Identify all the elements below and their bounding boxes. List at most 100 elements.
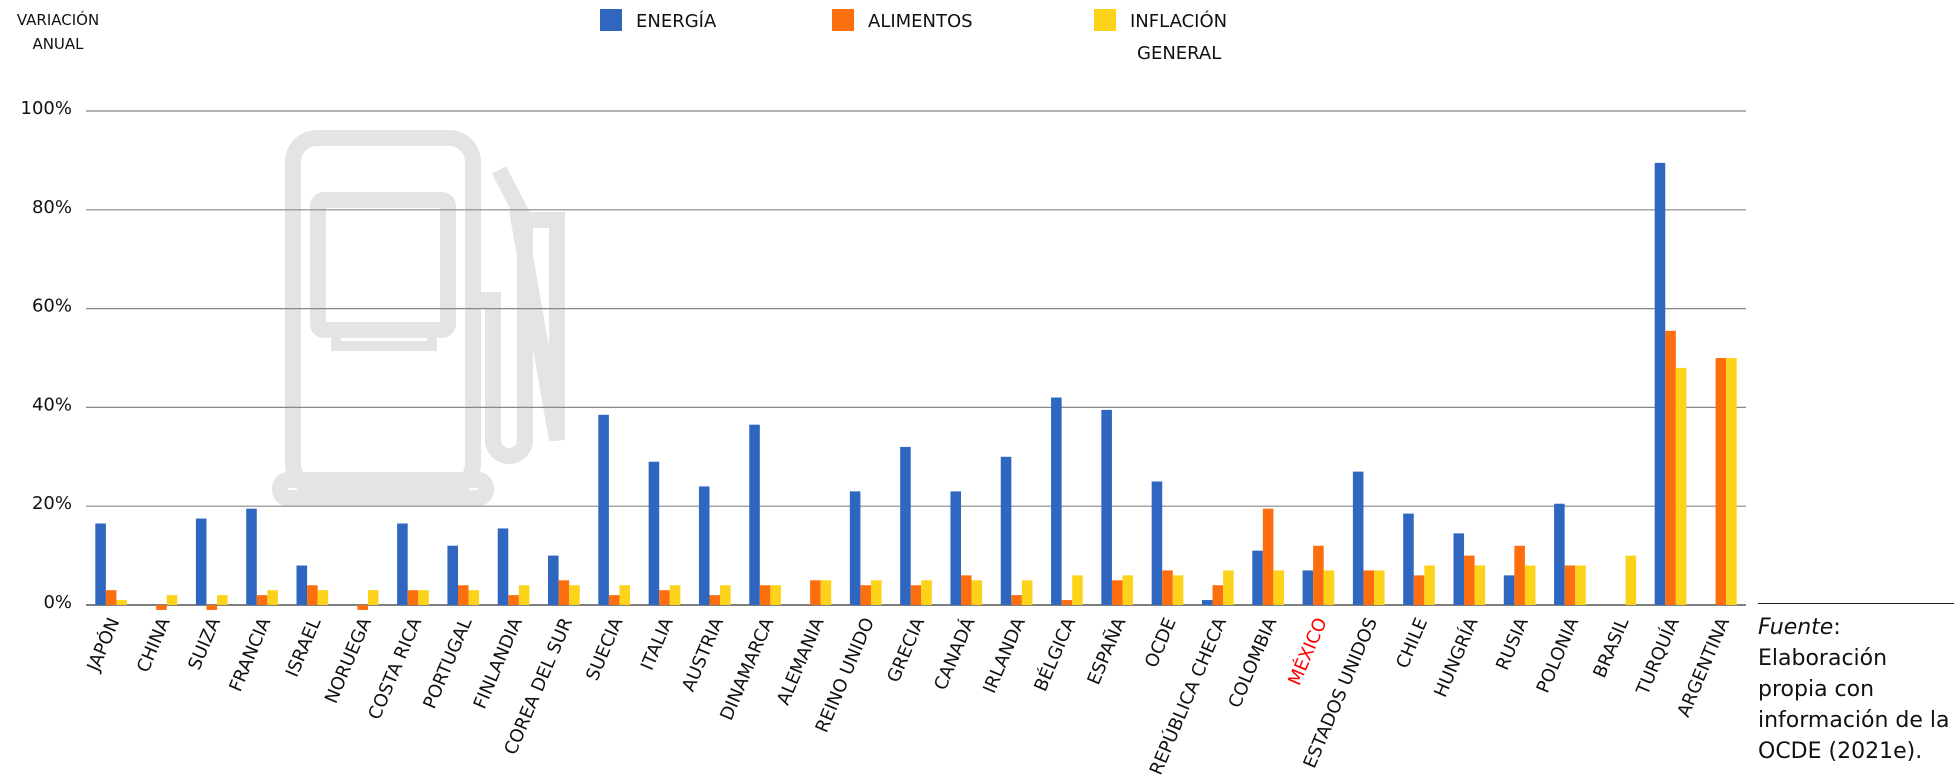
bar bbox=[971, 580, 983, 605]
bar bbox=[648, 461, 660, 605]
bar bbox=[317, 590, 329, 605]
bar bbox=[759, 585, 771, 605]
bar bbox=[548, 555, 559, 605]
bar bbox=[810, 580, 821, 605]
x-tick-label: RUSIA bbox=[1492, 614, 1533, 673]
bar bbox=[1201, 600, 1213, 605]
bar bbox=[407, 590, 419, 605]
bar bbox=[1212, 585, 1224, 605]
bar bbox=[1474, 565, 1486, 605]
bar bbox=[195, 518, 207, 605]
bar bbox=[1514, 545, 1525, 605]
bar bbox=[1403, 513, 1414, 605]
bar bbox=[749, 424, 760, 605]
y-tick-label: 20% bbox=[32, 493, 72, 514]
bar bbox=[156, 605, 167, 610]
bar bbox=[1665, 330, 1676, 605]
y-tick-label: 0% bbox=[43, 592, 72, 613]
bar bbox=[900, 446, 911, 605]
bar bbox=[961, 575, 972, 605]
bar bbox=[1413, 575, 1425, 605]
bar bbox=[870, 580, 882, 605]
bar bbox=[206, 605, 218, 610]
source-note: Fuente: Elaboración propia con informaci… bbox=[1758, 603, 1954, 767]
x-tick-label: ALEMANIA bbox=[773, 614, 829, 708]
legend-swatch bbox=[1094, 9, 1116, 31]
x-tick-label: BÉLGICA bbox=[1029, 614, 1080, 695]
bar bbox=[698, 486, 710, 605]
bar bbox=[1313, 545, 1324, 605]
legend-swatch bbox=[832, 9, 854, 31]
bar bbox=[1374, 570, 1385, 605]
x-tick-label: AUSTRIA bbox=[678, 614, 728, 695]
y-axis-label: VARIACIÓN ANUAL bbox=[17, 10, 99, 53]
x-tick-label: JAPÓN bbox=[82, 614, 124, 675]
legend-swatch bbox=[600, 9, 622, 31]
bar bbox=[1453, 533, 1465, 605]
bar bbox=[1575, 565, 1586, 605]
bar bbox=[1151, 481, 1163, 605]
bar bbox=[1021, 580, 1033, 605]
bar bbox=[397, 523, 408, 605]
bar bbox=[307, 585, 318, 605]
x-tick-label: ARGENTINA bbox=[1673, 614, 1734, 720]
bar bbox=[95, 523, 106, 605]
bar bbox=[1726, 358, 1737, 605]
x-tick-label: FRANCIA bbox=[225, 614, 275, 695]
bar bbox=[669, 585, 681, 605]
bar bbox=[1464, 555, 1475, 605]
bar bbox=[1111, 580, 1123, 605]
x-tick-label: TURQUÍA bbox=[1631, 614, 1684, 699]
pump-watermark bbox=[272, 130, 565, 506]
x-tick-label: CANADÁ bbox=[929, 614, 979, 694]
bar bbox=[1302, 570, 1314, 605]
bar bbox=[1051, 397, 1062, 605]
bar bbox=[1323, 570, 1335, 605]
y-tick-label: 100% bbox=[21, 98, 72, 119]
bar bbox=[296, 565, 308, 605]
bar bbox=[166, 595, 178, 605]
y-tick-label: 40% bbox=[32, 394, 72, 415]
bar bbox=[1715, 358, 1727, 605]
bar bbox=[1625, 555, 1637, 605]
x-tick-label: CHINA bbox=[133, 614, 175, 675]
x-tick-label: POLONIA bbox=[1533, 614, 1584, 696]
bar bbox=[1011, 595, 1022, 605]
bar bbox=[1564, 565, 1576, 605]
bar bbox=[1262, 508, 1274, 605]
x-tick-label: BRASIL bbox=[1589, 615, 1633, 681]
bar bbox=[1122, 575, 1134, 605]
x-tick-label: MÉXICO bbox=[1284, 614, 1332, 688]
bar bbox=[1101, 409, 1112, 605]
x-tick-label: ESPAÑA bbox=[1083, 614, 1131, 688]
x-tick-label: NORUEGA bbox=[321, 614, 376, 707]
y-tick-label: 60% bbox=[32, 296, 72, 317]
bar bbox=[1503, 575, 1515, 605]
bar bbox=[447, 545, 458, 605]
bar bbox=[1061, 600, 1073, 605]
x-tick-label: HUNGRÍA bbox=[1429, 614, 1482, 701]
bar bbox=[497, 528, 509, 605]
bar bbox=[1223, 570, 1234, 605]
bar bbox=[1524, 565, 1536, 605]
bar bbox=[468, 590, 480, 605]
bar bbox=[608, 595, 620, 605]
bar bbox=[1072, 575, 1083, 605]
bar bbox=[367, 590, 379, 605]
x-tick-label: COSTA RICA bbox=[364, 614, 426, 723]
bar bbox=[720, 585, 731, 605]
bar bbox=[457, 585, 469, 605]
bar bbox=[1172, 575, 1184, 605]
source-label: Fuente bbox=[1758, 615, 1834, 640]
bar bbox=[659, 590, 670, 605]
y-tick-label: 80% bbox=[32, 197, 72, 218]
x-tick-label: OCDE bbox=[1141, 615, 1181, 671]
bar bbox=[921, 580, 932, 605]
bar bbox=[508, 595, 519, 605]
x-tick-label: DINAMARCA bbox=[716, 614, 778, 723]
bar bbox=[418, 590, 429, 605]
bar bbox=[950, 491, 962, 605]
bar bbox=[1162, 570, 1173, 605]
x-tick-label: PORTUGAL bbox=[419, 615, 476, 712]
